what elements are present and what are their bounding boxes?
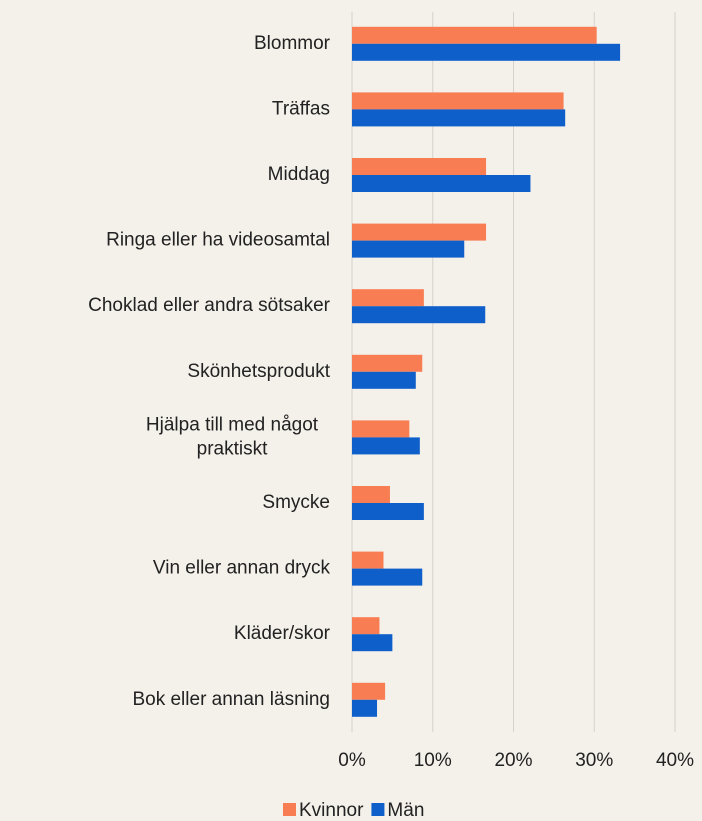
bar [352, 437, 420, 455]
bar [352, 92, 564, 110]
legend-swatch [283, 803, 296, 816]
bar [352, 634, 393, 652]
bar [352, 568, 423, 586]
label-line: praktiskt [197, 438, 268, 459]
bar [352, 43, 621, 61]
bar [352, 617, 380, 635]
bar [352, 551, 384, 569]
bar [352, 289, 424, 307]
y-tick-label: Skönhetsprodukt [187, 361, 330, 382]
bar [352, 371, 416, 389]
y-tick-label: Bok eller annan läsning [132, 689, 330, 710]
y-tick-label: Hjälpa till med något praktiskt [146, 414, 319, 459]
bar [352, 503, 424, 520]
bar [352, 26, 597, 44]
x-tick-label: 40% [656, 750, 694, 771]
bar [352, 354, 423, 372]
x-tick-label: 0% [338, 750, 366, 771]
bar [352, 223, 487, 241]
bar [352, 175, 531, 192]
bar [352, 240, 465, 258]
x-tick-label: 30% [575, 750, 613, 771]
y-tick-label: Kläder/skor [234, 623, 331, 644]
y-tick-label: Ringa eller ha videosamtal [106, 230, 330, 251]
y-tick-label: Blommor [254, 33, 331, 54]
y-tick-label: Smycke [262, 492, 330, 513]
label-line: Hjälpa till med något [146, 414, 319, 435]
bar [352, 699, 378, 717]
bar [352, 486, 390, 503]
y-tick-label: Vin eller annan dryck [153, 558, 331, 579]
x-tick-label: 10% [414, 750, 452, 771]
legend-swatch [371, 803, 385, 816]
bar [352, 682, 386, 700]
bar [352, 306, 486, 324]
y-tick-label: Choklad eller andra sötsaker [88, 295, 331, 316]
x-tick-label: 20% [494, 750, 532, 771]
legend-label: Kvinnor [299, 800, 364, 821]
legend-label: Män [387, 800, 424, 821]
y-tick-label: Träffas [272, 98, 330, 119]
bar [352, 109, 566, 127]
bar [352, 420, 410, 438]
bar [352, 158, 487, 175]
y-tick-label: Middag [268, 164, 330, 185]
